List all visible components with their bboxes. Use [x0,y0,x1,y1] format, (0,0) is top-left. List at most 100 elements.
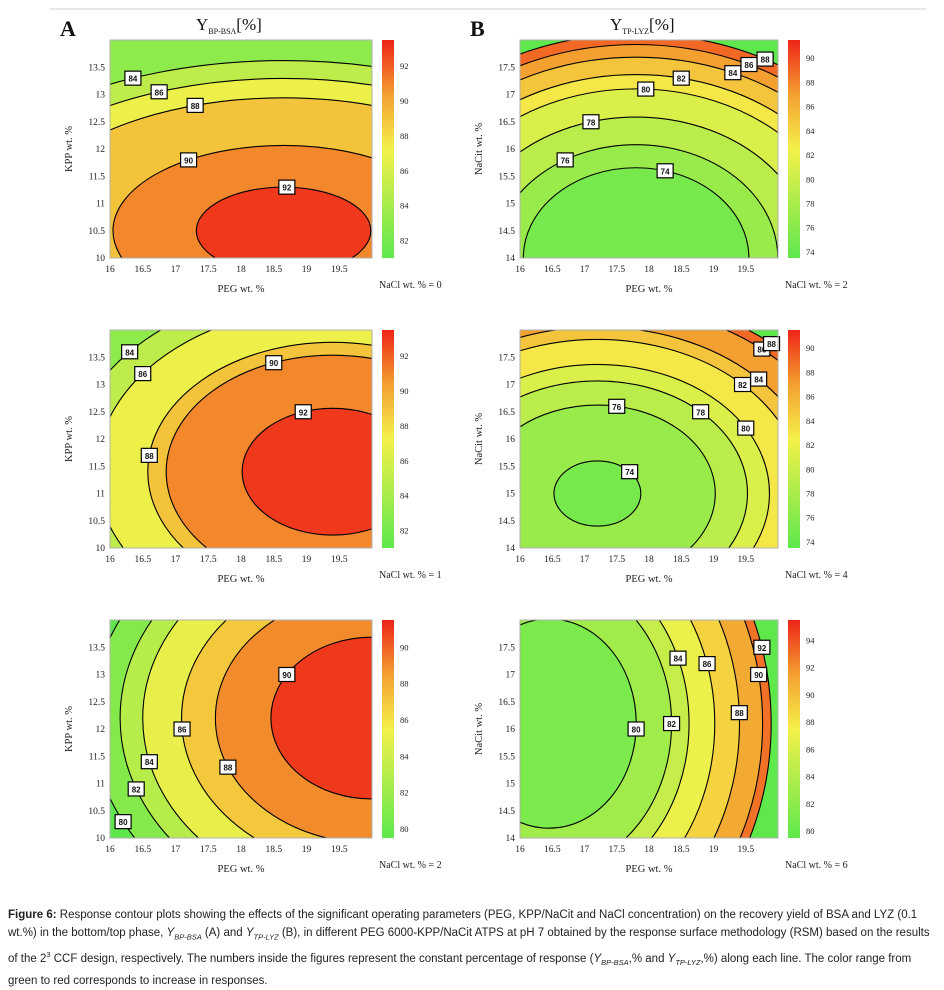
contour-label-80: 80 [114,814,132,830]
y-tick-label: 13 [96,671,106,681]
x-tick-label: 19 [709,845,719,855]
colorbar-tick-label: 80 [400,824,409,834]
svg-text:84: 84 [125,348,134,357]
svg-text:88: 88 [223,764,232,773]
x-tick-label: 17 [171,555,181,565]
colorbar [382,620,394,838]
contour-label-84: 84 [669,650,687,666]
plot-frame [519,39,779,259]
svg-text:84: 84 [145,758,154,767]
x-tick-label: 19 [302,265,312,275]
contour-label-90: 90 [265,355,283,371]
contour-line-90 [270,636,372,800]
y-tick-label: 16 [506,145,516,155]
x-tick-label: 18 [236,845,246,855]
colorbar-tick-label: 84 [400,491,409,501]
svg-text:76: 76 [561,156,570,165]
x-tick-label: 17.5 [608,265,625,275]
contour-panel-b-1: 74 76 78 80 82 84 86 88 16 16.5 17 17.5 18 18.5 19 19.5… [474,39,848,295]
contour-label-74: 74 [656,163,674,179]
svg-text:92: 92 [757,644,766,653]
colorbar-tick-label: 84 [806,126,815,136]
svg-text:90: 90 [282,671,291,680]
svg-text:86: 86 [155,88,164,97]
colorbar-tick-label: 86 [400,456,409,466]
x-tick-label: 16 [515,845,525,855]
colorbar-tick-label: 86 [806,102,815,112]
condition-label: NaCl wt. % = 4 [785,570,848,581]
y-tick-label: 16.5 [498,408,515,418]
svg-text:80: 80 [741,425,750,434]
svg-text:86: 86 [745,61,754,70]
contour-label-88: 88 [730,705,748,721]
x-tick-label: 16.5 [544,555,561,565]
svg-text:82: 82 [677,75,686,84]
colorbar-tick-label: 82 [400,788,409,798]
x-tick-label: 18.5 [673,845,690,855]
y-tick-label: 15.5 [498,752,515,762]
y-tick-label: 15 [506,490,516,500]
svg-text:80: 80 [641,86,650,95]
contour-line-92 [241,407,372,536]
svg-text:88: 88 [735,709,744,718]
y-tick-label: 14 [506,254,516,264]
x-tick-label: 18.5 [265,845,282,855]
contour-field [110,40,372,258]
contour-label-92: 92 [753,639,771,655]
y-tick-label: 17 [506,91,516,101]
y-tick-label: 15.5 [498,462,515,472]
contour-label-92: 92 [294,404,312,420]
y-tick-label: 12.5 [88,408,105,418]
svg-text:86: 86 [757,346,766,355]
x-tick-label: 19 [709,265,719,275]
caption-figure-label: Figure 6: [8,909,57,921]
y-tick-label: 12.5 [88,118,105,128]
svg-text:84: 84 [128,75,137,84]
contour-panel-a-1: 92 90 88 86 84 16 16.5 17 17.5 18 18.5 19 19.5 10 10.5… [64,39,442,295]
colorbar-tick-label: 90 [806,343,815,353]
y-tick-label: 11.5 [89,172,106,182]
colorbar-tick-label: 88 [400,421,409,431]
contour-panel-a-3: 90 88 86 84 82 80 16 16.5 17 17.5 18 18.5 19 19.5 10 10… [64,619,442,875]
x-tick-label: 16.5 [134,265,151,275]
svg-text:88: 88 [191,102,200,111]
contour-label-84: 84 [750,371,768,387]
x-tick-label: 17 [580,555,590,565]
colorbar [788,620,800,838]
y-tick-label: 12 [96,145,106,155]
x-tick-label: 18 [644,845,654,855]
contour-field [520,40,778,258]
svg-text:90: 90 [269,359,278,368]
contour-label-80: 80 [637,81,655,97]
svg-text:88: 88 [767,340,776,349]
contour-label-82: 82 [662,715,681,732]
svg-text:80: 80 [632,726,641,735]
x-axis-label: PEG wt. % [626,864,673,875]
colorbar-tick-label: 78 [806,199,815,209]
contour-label-78: 78 [582,114,600,130]
contour-label-80: 80 [737,420,755,436]
contour-panel-a-2: 92 90 88 86 84 16 16.5 17 17.5 18 18.5 19 19.5 10 10.5… [64,329,442,585]
svg-text:76: 76 [612,403,621,412]
colorbar [788,40,800,258]
colorbar-tick-label: 82 [806,150,815,160]
y-tick-label: 16 [506,435,516,445]
colorbar-tick-label: 90 [400,642,409,652]
contour-label-88: 88 [219,759,237,775]
y-axis-label: NaCit wt. % [474,123,485,175]
plot-frame [109,39,373,259]
contour-label-76: 76 [608,398,626,414]
contour-label-88: 88 [762,336,781,352]
y-axis-label: NaCit wt. % [474,703,485,755]
x-tick-label: 17 [580,265,590,275]
x-axis-label: PEG wt. % [218,574,265,585]
svg-text:74: 74 [625,468,634,477]
x-tick-label: 18.5 [673,265,690,275]
y-tick-label: 11 [96,200,105,210]
x-tick-label: 19.5 [331,845,348,855]
colorbar-tick-label: 82 [806,799,815,809]
x-tick-label: 17.5 [608,845,625,855]
y-tick-label: 11 [96,490,105,500]
